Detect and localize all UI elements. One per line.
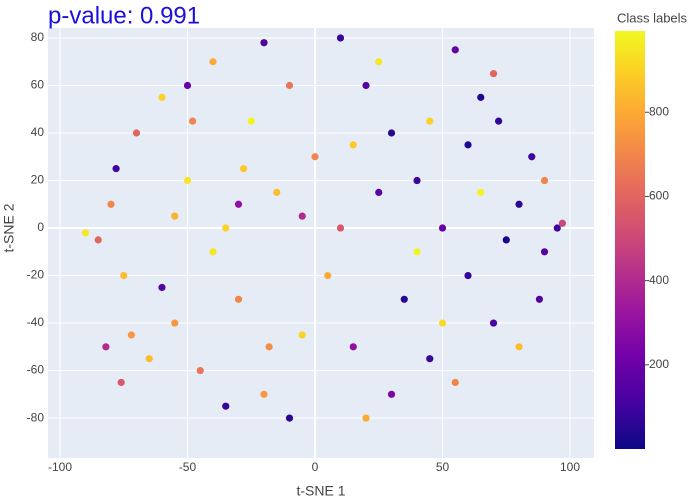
y-tick-label: -60 bbox=[27, 363, 45, 377]
point bbox=[127, 331, 135, 339]
point bbox=[196, 366, 204, 375]
y-tick-label: 60 bbox=[31, 78, 45, 92]
point bbox=[426, 117, 434, 125]
point bbox=[260, 390, 268, 398]
point bbox=[413, 176, 421, 185]
point bbox=[362, 81, 370, 90]
point bbox=[132, 129, 141, 137]
colorbar-tick-label: 400 bbox=[649, 273, 669, 287]
point bbox=[285, 414, 294, 422]
point bbox=[117, 378, 125, 387]
x-tick-label: -100 bbox=[48, 460, 72, 474]
point bbox=[349, 141, 357, 149]
point bbox=[234, 295, 243, 303]
point bbox=[102, 343, 110, 351]
point bbox=[438, 319, 447, 327]
point bbox=[489, 70, 498, 78]
point bbox=[515, 343, 523, 351]
y-tick-label: 0 bbox=[37, 220, 44, 234]
y-tick-label: 80 bbox=[31, 30, 45, 44]
colorbar-title: Class labels bbox=[617, 10, 688, 25]
point bbox=[540, 176, 549, 185]
point bbox=[387, 390, 396, 398]
point bbox=[495, 117, 503, 125]
point bbox=[528, 153, 536, 161]
point bbox=[362, 414, 370, 422]
point bbox=[451, 46, 459, 54]
point bbox=[375, 188, 383, 196]
point bbox=[426, 355, 434, 363]
colorbar-tick-label: 200 bbox=[649, 357, 669, 371]
point bbox=[489, 319, 498, 327]
point bbox=[336, 34, 345, 42]
point bbox=[188, 117, 197, 125]
y-tick-label: -20 bbox=[27, 268, 45, 282]
point bbox=[273, 188, 281, 196]
x-tick-label: 50 bbox=[436, 460, 450, 474]
point bbox=[240, 165, 248, 173]
point bbox=[298, 212, 306, 220]
point bbox=[158, 93, 166, 101]
point bbox=[247, 117, 255, 125]
point bbox=[464, 271, 472, 280]
point bbox=[553, 224, 561, 232]
y-tick-label: -80 bbox=[27, 410, 45, 424]
point bbox=[438, 224, 447, 232]
y-tick-label: -40 bbox=[27, 315, 45, 329]
colorbar bbox=[615, 31, 645, 449]
point bbox=[375, 58, 383, 66]
point bbox=[285, 81, 294, 90]
y-tick-label: 20 bbox=[31, 173, 45, 187]
colorbar-tick-label: 800 bbox=[649, 104, 669, 118]
point bbox=[265, 343, 273, 351]
point bbox=[535, 295, 544, 303]
point bbox=[209, 248, 217, 256]
x-tick-label: -50 bbox=[179, 460, 197, 474]
point bbox=[222, 224, 230, 232]
point bbox=[311, 153, 319, 161]
point bbox=[120, 271, 128, 280]
point bbox=[558, 219, 566, 227]
point bbox=[183, 81, 192, 90]
point bbox=[451, 378, 459, 387]
point bbox=[171, 319, 179, 327]
x-tick-label: 0 bbox=[312, 460, 319, 474]
point bbox=[183, 176, 192, 185]
point bbox=[158, 283, 166, 292]
chart-title: p-value: 0.991 bbox=[48, 2, 200, 29]
point bbox=[477, 93, 485, 101]
point bbox=[107, 200, 115, 208]
point bbox=[400, 295, 408, 303]
point bbox=[515, 200, 523, 208]
y-tick-label: 40 bbox=[31, 125, 45, 139]
point bbox=[171, 212, 179, 220]
point bbox=[260, 39, 268, 47]
y-axis-title: t-SNE 2 bbox=[1, 203, 17, 252]
point bbox=[324, 271, 332, 280]
point bbox=[464, 141, 472, 149]
point bbox=[222, 402, 230, 410]
point bbox=[502, 236, 510, 244]
point bbox=[413, 248, 421, 256]
point bbox=[94, 236, 102, 244]
point bbox=[234, 200, 243, 208]
point bbox=[387, 129, 396, 137]
plot-area bbox=[48, 28, 594, 458]
point bbox=[540, 248, 549, 256]
point bbox=[209, 58, 217, 66]
point bbox=[81, 229, 90, 237]
point bbox=[349, 343, 357, 351]
x-tick-label: 100 bbox=[560, 460, 580, 474]
colorbar-tick-label: 600 bbox=[649, 189, 669, 203]
point bbox=[477, 188, 485, 196]
x-axis-title: t-SNE 1 bbox=[296, 483, 345, 499]
point bbox=[145, 355, 153, 363]
point bbox=[112, 165, 120, 173]
point bbox=[336, 224, 345, 232]
point bbox=[298, 331, 306, 339]
